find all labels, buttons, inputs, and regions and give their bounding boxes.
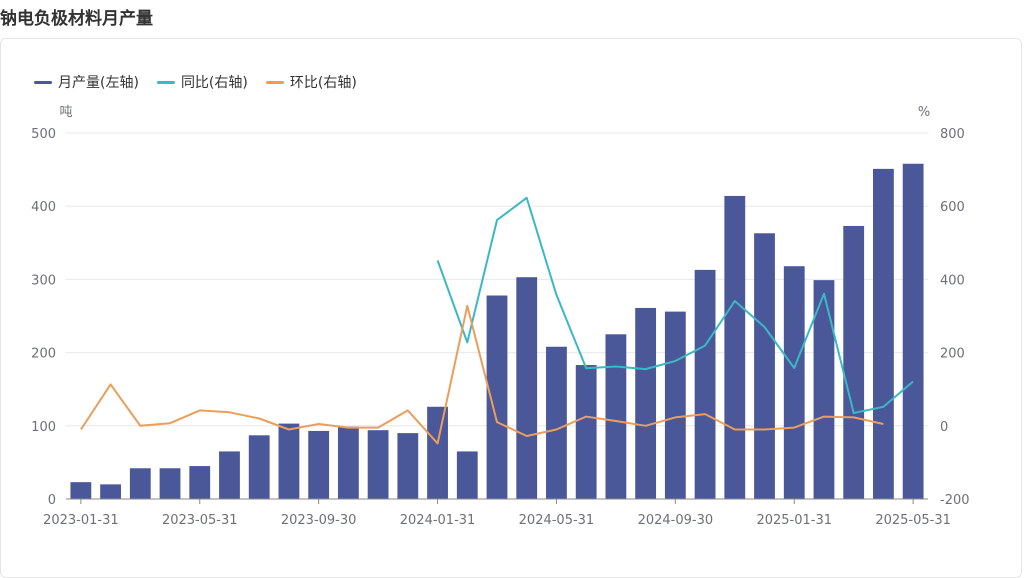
right-axis-tick-label: 400 [940, 273, 965, 288]
line-yoy [436, 196, 914, 414]
bar-production [813, 280, 835, 499]
legend-swatch-production [34, 80, 52, 84]
bar-production [724, 195, 746, 499]
bar-production [575, 365, 597, 499]
legend-item-production[interactable]: 月产量(左轴) [34, 72, 139, 92]
bar-production [159, 468, 181, 499]
left-axis-tick-label: 200 [31, 347, 56, 362]
bar-production [456, 451, 478, 499]
x-axis-tick-label: 2025-05-31 [875, 513, 951, 528]
left-axis-tick-label: 0 [48, 493, 56, 508]
x-axis-tick-label: 2023-05-31 [162, 513, 238, 528]
right-axis-tick-label: 200 [940, 347, 965, 362]
left-axis-unit: 吨 [59, 105, 72, 120]
left-axis-tick-label: 400 [31, 200, 56, 215]
bar-production [70, 482, 92, 499]
right-axis-tick-label: 600 [940, 200, 965, 215]
bar-production [367, 430, 389, 499]
bar-production [308, 430, 330, 499]
legend-item-mom[interactable]: 环比(右轴) [265, 72, 357, 92]
legend-item-yoy[interactable]: 同比(右轴) [156, 72, 248, 92]
right-axis-tick-label: 800 [940, 127, 965, 142]
left-axis-tick-label: 300 [31, 273, 56, 288]
right-axis-tick-label: 0 [940, 420, 948, 435]
bar-production [516, 277, 538, 499]
legend-swatch-yoy [156, 80, 175, 84]
bar-production [605, 334, 627, 499]
legend-label-mom: 环比(右轴) [289, 75, 357, 91]
left-axis-tick-label: 100 [31, 420, 56, 435]
bar-production [902, 163, 924, 499]
bar-production [427, 406, 448, 499]
bar-production [189, 466, 211, 499]
legend-label-production: 月产量(左轴) [58, 75, 139, 91]
bar-production [486, 295, 508, 499]
bar-production [754, 233, 775, 499]
x-axis-tick-label: 2024-05-31 [519, 513, 595, 528]
x-axis-tick-label: 2025-01-31 [756, 513, 832, 528]
x-axis-tick-label: 2024-09-30 [638, 513, 714, 528]
bar-production [397, 433, 419, 499]
legend-label-yoy: 同比(右轴) [180, 75, 248, 91]
bar-production [129, 468, 151, 499]
line-mom [80, 304, 884, 445]
chart-legend: 月产量(左轴) 同比(右轴) 环比(右轴) [34, 72, 357, 92]
bar-production [635, 307, 657, 499]
x-axis-tick-label: 2023-09-30 [281, 513, 357, 528]
bar-production [873, 168, 894, 500]
bar-production [100, 484, 121, 499]
x-axis-tick-label: 2023-01-31 [43, 513, 119, 528]
bar-production [248, 435, 270, 499]
bar-production [337, 426, 359, 499]
bar-production [664, 311, 686, 499]
left-axis-tick-label: 500 [31, 127, 56, 142]
bar-production [843, 225, 865, 500]
legend-swatch-mom [265, 80, 284, 84]
right-axis-tick-label: -200 [940, 493, 970, 508]
bar-production [694, 269, 716, 499]
right-axis-unit: % [918, 105, 930, 120]
bar-production [783, 266, 805, 499]
bar-production [219, 451, 240, 499]
bar-production [278, 423, 300, 499]
bar-production [546, 346, 567, 499]
page-title: 钠电负极材料月产量 [0, 9, 153, 29]
x-axis-tick-label: 2024-01-31 [400, 513, 476, 528]
